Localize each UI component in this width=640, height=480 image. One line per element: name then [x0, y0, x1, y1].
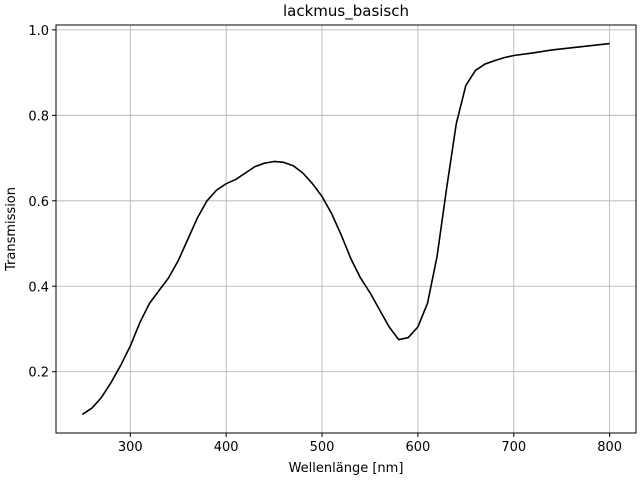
x-tick-label: 700: [501, 440, 526, 455]
y-tick-label: 0.2: [28, 366, 49, 381]
x-tick-label: 400: [214, 440, 239, 455]
y-tick-label: 0.4: [28, 280, 49, 295]
y-tick-label: 1.0: [28, 24, 49, 39]
x-tick-label: 600: [405, 440, 430, 455]
x-tick-label: 500: [310, 440, 335, 455]
x-tick-label: 300: [118, 440, 143, 455]
x-tick-label: 800: [597, 440, 622, 455]
plot-frame: [55, 24, 637, 434]
y-tick-label: 0.6: [28, 195, 49, 210]
x-axis-label: Wellenlänge [nm]: [289, 461, 404, 476]
y-axis-label: Transmission: [4, 187, 19, 272]
chart-title: lackmus_basisch: [283, 2, 409, 21]
data-line: [81, 42, 610, 416]
y-tick-label: 0.8: [28, 109, 49, 124]
